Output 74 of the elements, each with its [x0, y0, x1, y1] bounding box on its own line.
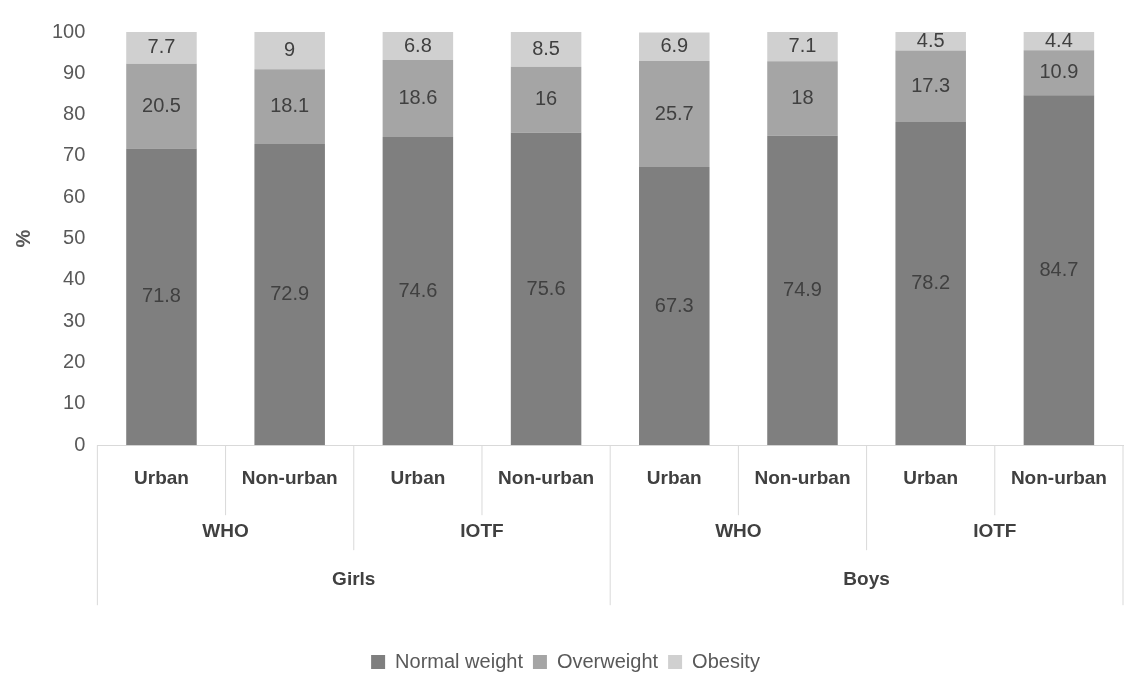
data-label: 4.4	[1044, 28, 1073, 51]
bar	[767, 61, 838, 136]
bar	[767, 135, 838, 446]
bar	[1023, 95, 1095, 446]
data-label: 4.5	[916, 28, 945, 51]
data-label: 72.9	[270, 282, 310, 305]
y-tick-label: 100	[51, 19, 86, 42]
bar	[126, 148, 197, 446]
bar	[126, 32, 197, 64]
y-tick-label: 70	[63, 143, 86, 166]
x-tick-label: Urban	[646, 466, 702, 488]
data-label: 25.7	[654, 101, 694, 124]
bar	[639, 167, 710, 446]
bar	[639, 32, 710, 61]
x-tick-label: Non-urban	[241, 466, 338, 488]
bar	[510, 132, 582, 446]
bar	[639, 60, 710, 168]
bar	[1023, 50, 1095, 96]
legend-label: Obesity	[692, 649, 760, 672]
data-label: 18	[791, 86, 814, 109]
text: IOTF	[973, 520, 1017, 542]
data-label: 84.7	[1039, 257, 1079, 280]
y-tick-label: 20	[63, 350, 86, 373]
x-tick-label: Non-urban	[754, 466, 851, 488]
y-tick-label: 10	[63, 391, 86, 414]
x-tick-label: Urban	[903, 466, 959, 488]
y-tick-label: 30	[63, 308, 86, 331]
data-label: 67.3	[654, 293, 694, 316]
data-label: 75.6	[526, 276, 566, 299]
data-label: 71.8	[142, 284, 181, 307]
y-tick-label: 40	[63, 267, 86, 290]
y-tick-label: 50	[63, 226, 86, 249]
data-label: 7.7	[147, 35, 176, 58]
bar	[510, 66, 582, 133]
y-tick-label: 80	[63, 102, 86, 125]
y-tick-label: 60	[63, 184, 86, 207]
x-tick-label: Urban	[134, 466, 189, 488]
data-label: 16	[534, 87, 558, 110]
legend-label: Overweight	[556, 649, 659, 672]
data-label: 78.2	[911, 271, 951, 294]
y-axis-title: %	[11, 229, 34, 248]
data-label: 6.8	[403, 33, 432, 56]
x-tick-label: Non-urban	[1010, 466, 1107, 488]
legend-label: Normal weight	[395, 649, 524, 672]
bar	[895, 50, 966, 123]
data-label: 10.9	[1039, 60, 1079, 83]
bar	[254, 32, 325, 70]
bar	[254, 143, 325, 446]
text: WHO	[715, 520, 762, 542]
bar	[510, 32, 582, 67]
text: Girls	[332, 568, 376, 590]
data-label: 9	[284, 38, 296, 61]
text: IOTF	[460, 520, 504, 542]
bar	[767, 32, 838, 62]
data-label: 7.1	[788, 34, 817, 57]
data-label: 20.5	[142, 93, 181, 116]
x-tick-label: Non-urban	[498, 466, 595, 488]
data-label: 74.9	[783, 277, 822, 300]
bar	[895, 122, 966, 446]
bar	[382, 136, 454, 446]
text: WHO	[202, 520, 249, 542]
x-tick-label: Urban	[390, 466, 446, 488]
y-tick-label: 90	[63, 60, 86, 83]
data-label: 18.6	[398, 86, 438, 109]
data-label: 17.3	[911, 73, 951, 96]
data-label: 74.6	[398, 278, 438, 301]
data-label: 6.9	[660, 34, 689, 57]
y-tick-label: 0	[74, 432, 86, 455]
data-label: 8.5	[532, 36, 560, 59]
data-label: 18.1	[270, 94, 310, 117]
bar	[254, 69, 325, 144]
bar	[126, 63, 197, 149]
text: Boys	[843, 568, 890, 590]
bar	[382, 60, 454, 137]
